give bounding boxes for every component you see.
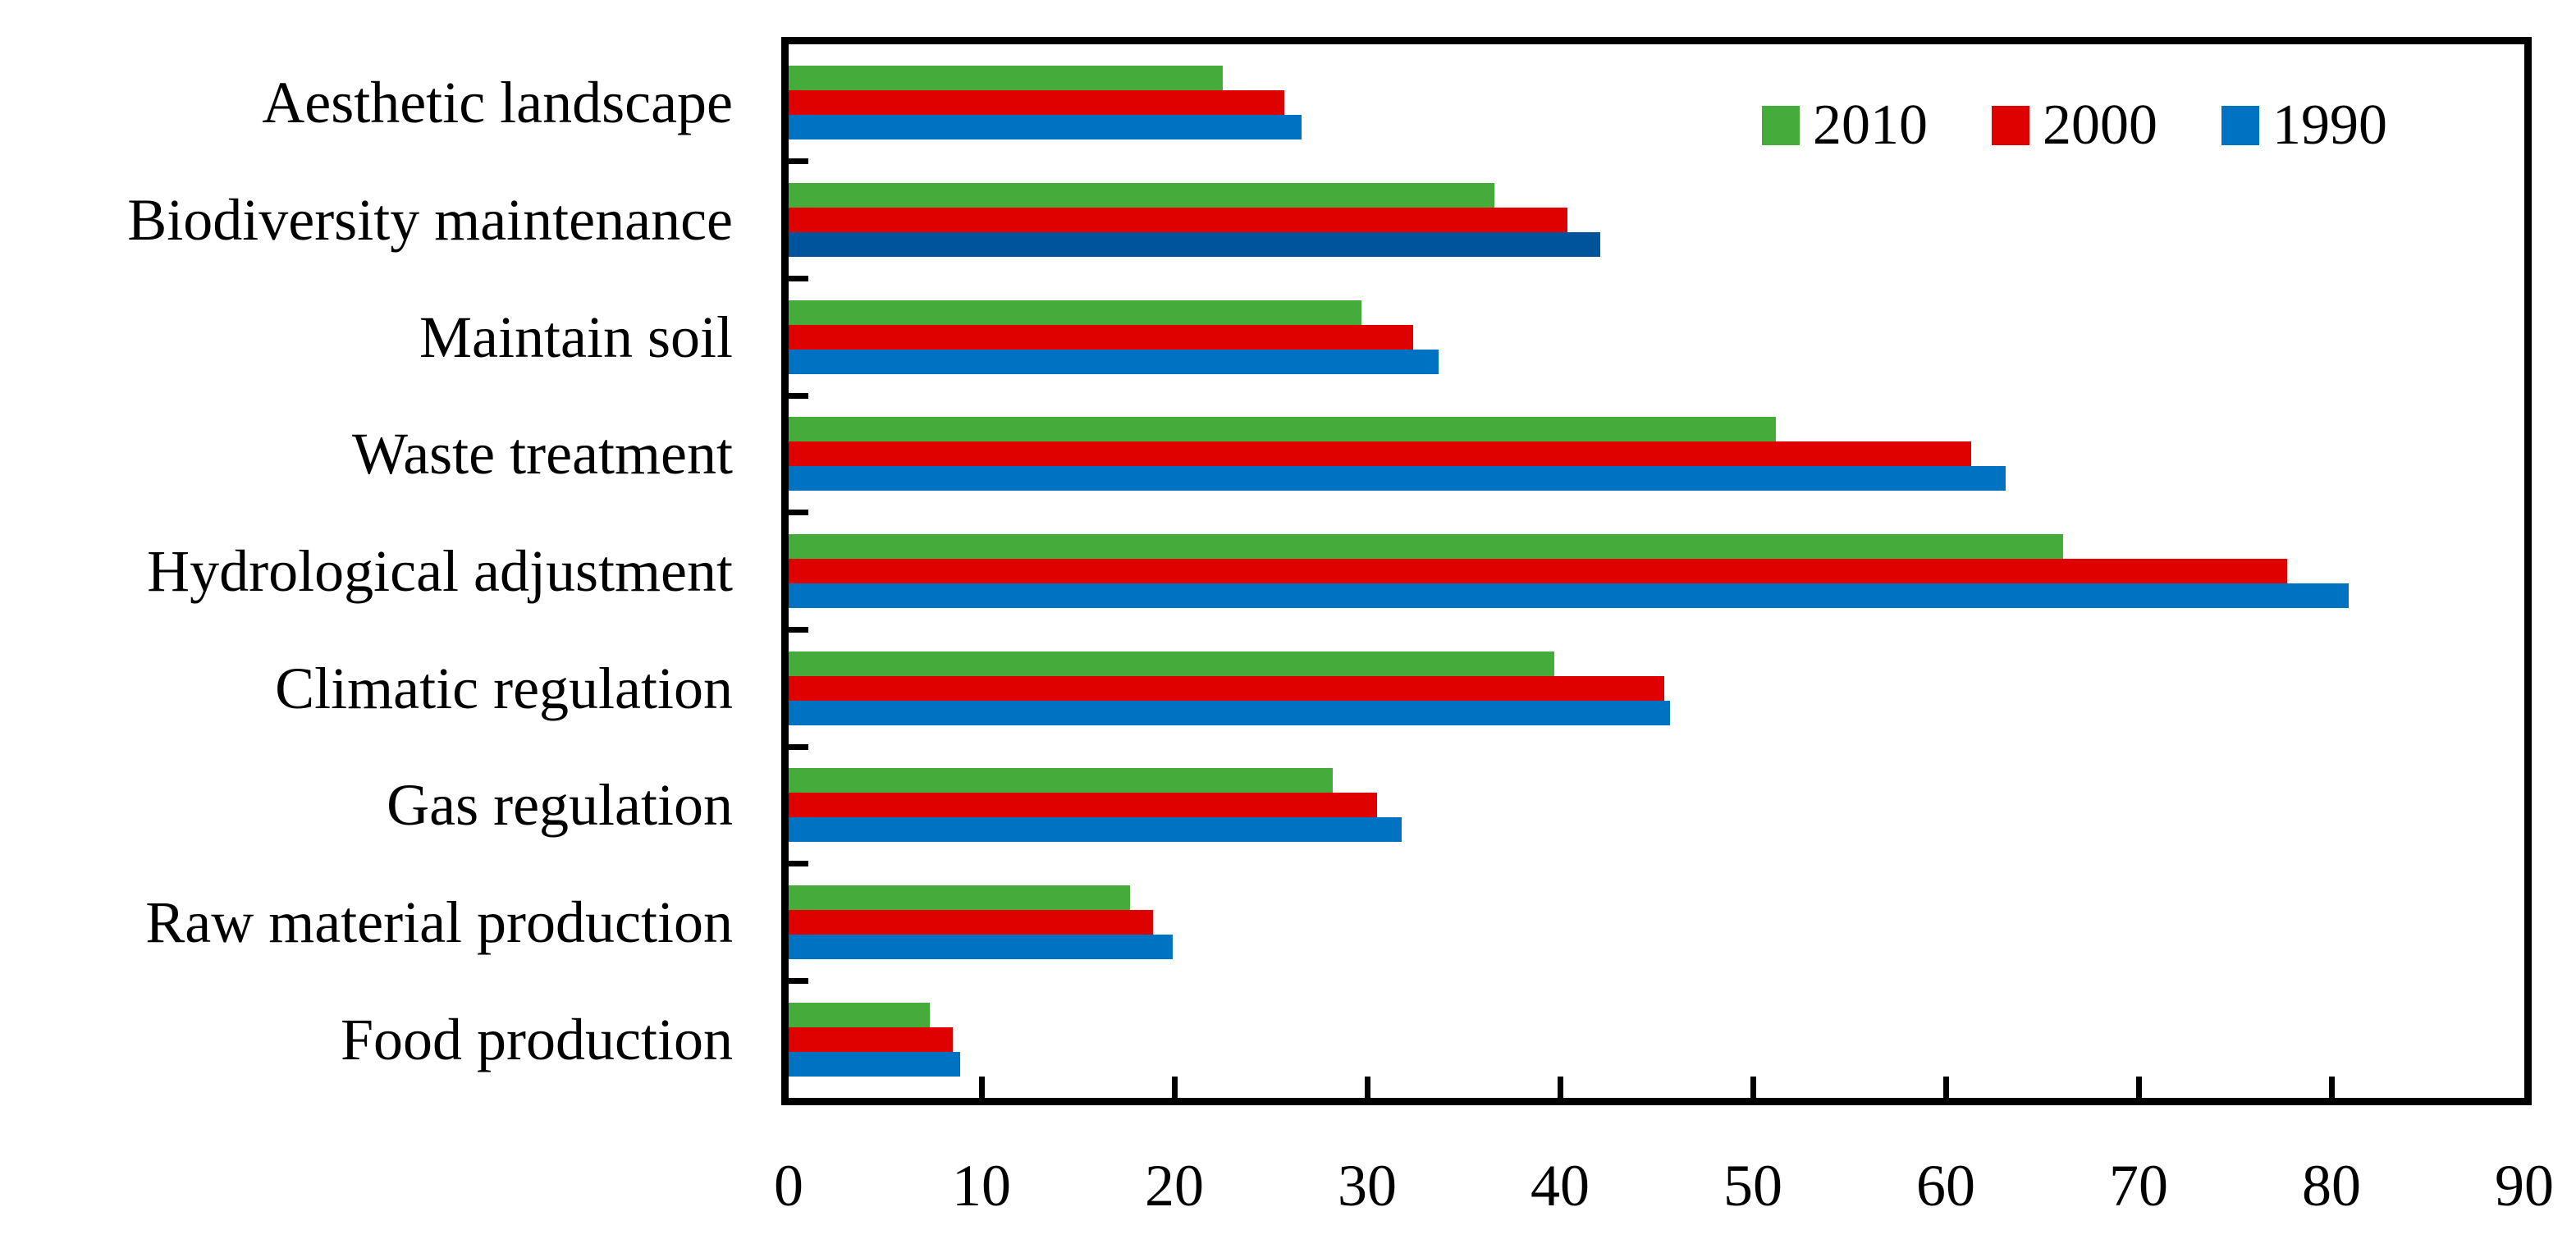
y-axis-tick: [789, 158, 808, 165]
bar-1990-maintain-soil: [789, 349, 1439, 374]
bar-2010-hydrological-adjustment: [789, 534, 2064, 559]
legend-swatch-1990: [2221, 106, 2259, 145]
category-label-food-production: Food production: [341, 1006, 733, 1072]
category-label-maintain-soil: Maintain soil: [419, 304, 733, 370]
x-axis-tick-label-80: 80: [2302, 1153, 2361, 1218]
x-axis-tick-label-0: 0: [774, 1153, 803, 1218]
x-axis-tick-label-30: 30: [1338, 1153, 1397, 1218]
bar-2010-food-production: [789, 1002, 930, 1027]
category-label-gas-regulation: Gas regulation: [387, 772, 733, 839]
x-axis-tick-50: [1750, 1077, 1756, 1098]
category-label-aesthetic-landscape: Aesthetic landscape: [262, 70, 733, 136]
bar-1990-aesthetic-landscape: [789, 115, 1302, 140]
x-axis-tick-label-60: 60: [1916, 1153, 1975, 1218]
bar-1990-hydrological-adjustment: [789, 583, 2350, 608]
bar-1990-waste-treatment: [789, 466, 2006, 491]
bar-2010-maintain-soil: [789, 299, 1361, 325]
legend-swatch-2000: [1992, 106, 2029, 145]
bar-2010-waste-treatment: [789, 417, 1777, 442]
legend-item-2010: 2010: [1762, 97, 1928, 154]
bar-2000-food-production: [789, 1026, 953, 1052]
legend-label-2010: 2010: [1813, 94, 1928, 157]
category-label-climatic-regulation: Climatic regulation: [275, 655, 733, 721]
legend-label-2000: 2000: [2043, 94, 2157, 157]
x-axis-tick-label-10: 10: [952, 1153, 1011, 1218]
y-axis-tick: [789, 392, 808, 399]
x-axis-tick-label-40: 40: [1531, 1153, 1590, 1218]
bar-1990-biodiversity-maintenance: [789, 232, 1601, 257]
legend-label-1990: 1990: [2272, 94, 2387, 157]
legend-item-2000: 2000: [1992, 97, 2157, 154]
bar-2000-hydrological-adjustment: [789, 559, 2287, 583]
bar-1990-climatic-regulation: [789, 700, 1670, 725]
x-axis-tick-80: [2328, 1077, 2335, 1098]
bar-2000-biodiversity-maintenance: [789, 208, 1568, 232]
bar-2010-gas-regulation: [789, 768, 1333, 793]
bar-1990-raw-material-production: [789, 935, 1173, 959]
bar-2010-biodiversity-maintenance: [789, 183, 1495, 208]
bar-2010-climatic-regulation: [789, 651, 1554, 676]
x-axis-tick-label-50: 50: [1723, 1153, 1782, 1218]
bar-1990-gas-regulation: [789, 817, 1402, 843]
legend-swatch-2010: [1762, 106, 1800, 145]
x-axis-tick-label-90: 90: [2495, 1153, 2554, 1218]
y-axis-tick: [789, 861, 808, 867]
x-axis-tick-20: [1171, 1077, 1178, 1098]
y-axis-tick: [789, 275, 808, 281]
y-axis-tick: [789, 977, 808, 984]
bar-2010-aesthetic-landscape: [789, 66, 1223, 91]
x-axis-tick-60: [1942, 1077, 1949, 1098]
bar-2000-waste-treatment: [789, 441, 1971, 467]
x-axis-tick-40: [1557, 1077, 1563, 1098]
plot-area: 2010 2000 1990: [781, 37, 2532, 1105]
y-axis-tick: [789, 626, 808, 633]
y-axis-tick: [789, 743, 808, 750]
y-axis-tick: [789, 510, 808, 516]
x-axis-tick-label-20: 20: [1145, 1153, 1204, 1218]
legend-item-1990: 1990: [2221, 97, 2387, 154]
category-label-waste-treatment: Waste treatment: [352, 421, 733, 487]
x-axis-tick-label-70: 70: [2109, 1153, 2168, 1218]
bar-1990-food-production: [789, 1051, 961, 1077]
bar-2010-raw-material-production: [789, 885, 1130, 910]
category-label-raw-material-production: Raw material production: [145, 889, 733, 955]
category-label-biodiversity-maintenance: Biodiversity maintenance: [127, 187, 733, 253]
legend: 2010 2000 1990: [1762, 97, 2387, 154]
bar-2000-climatic-regulation: [789, 675, 1664, 701]
x-axis-tick-30: [1364, 1077, 1370, 1098]
x-axis-tick-10: [978, 1077, 985, 1098]
bar-2000-raw-material-production: [789, 910, 1154, 935]
category-label-hydrological-adjustment: Hydrological adjustment: [147, 538, 733, 604]
bar-2000-maintain-soil: [789, 324, 1414, 350]
x-axis-tick-70: [2135, 1077, 2142, 1098]
bar-2000-gas-regulation: [789, 793, 1377, 818]
bar-2000-aesthetic-landscape: [789, 90, 1284, 116]
plot-inner: 2010 2000 1990: [789, 44, 2524, 1098]
